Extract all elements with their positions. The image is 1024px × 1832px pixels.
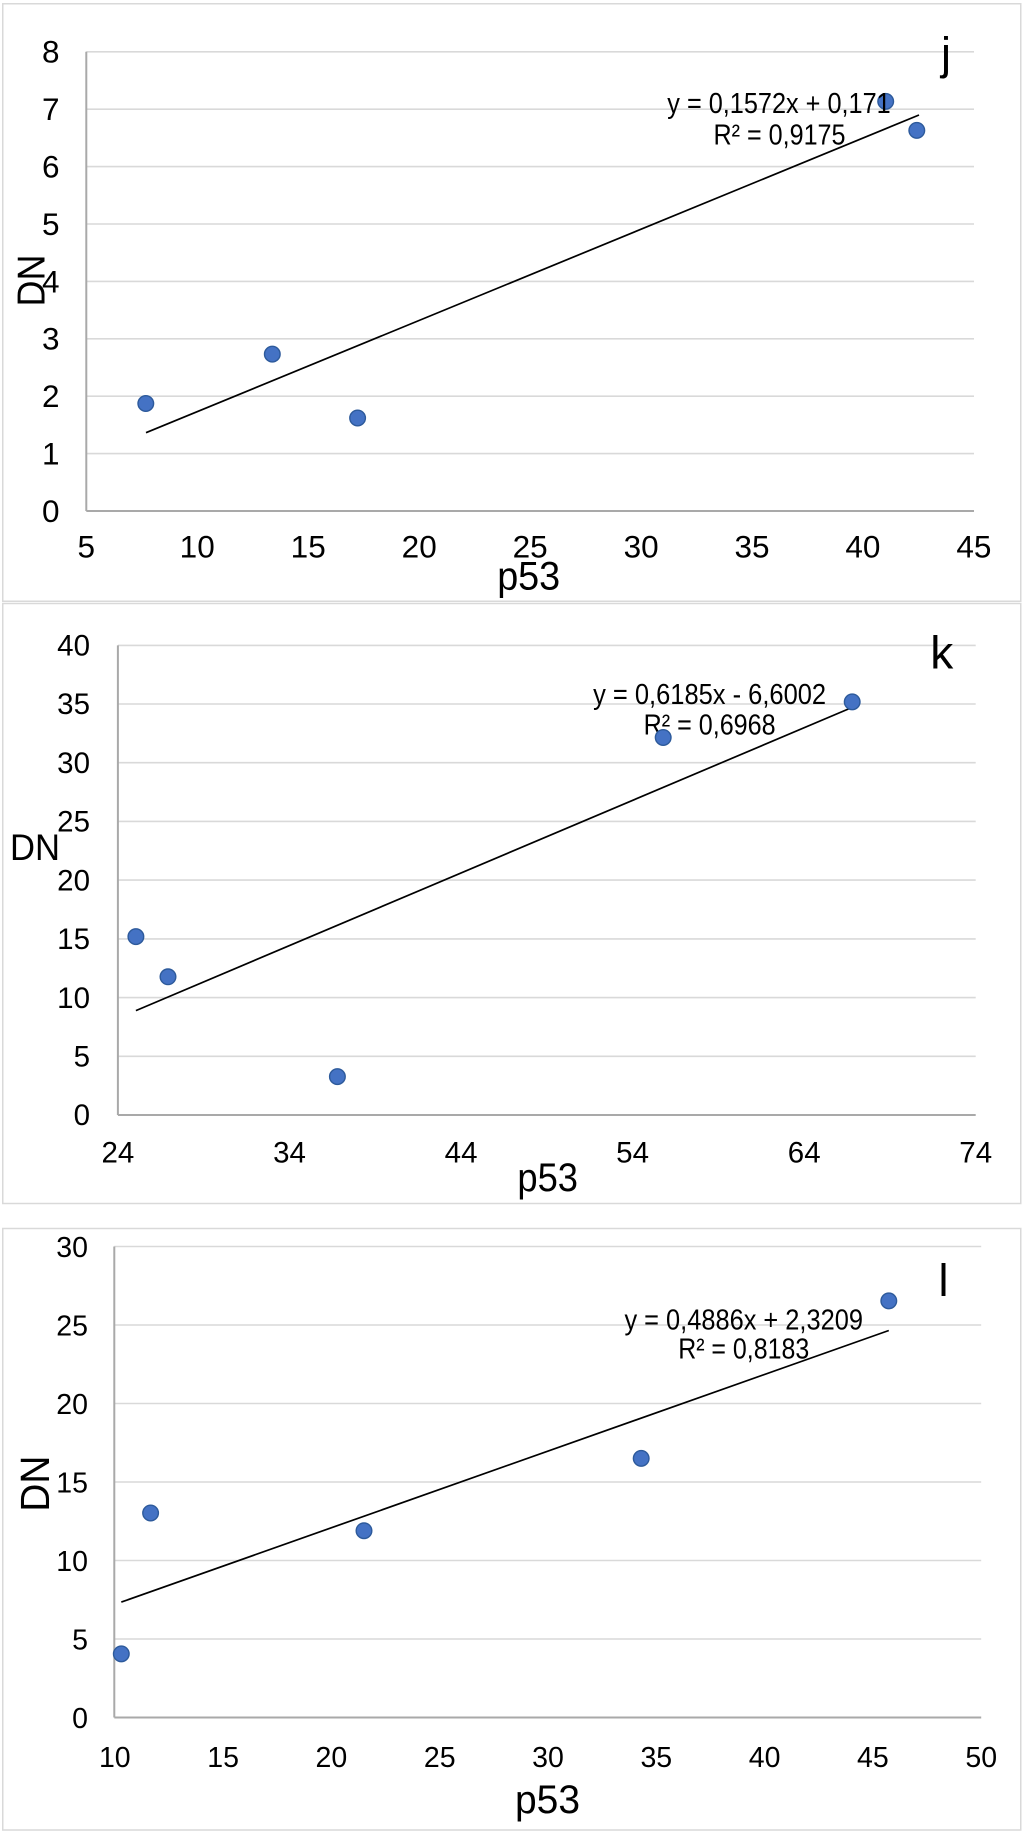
svg-text:20: 20 [316, 1742, 348, 1774]
svg-text:5: 5 [42, 206, 60, 242]
svg-text:y = 0,4886x + 2,3209: y = 0,4886x + 2,3209 [624, 1305, 863, 1337]
svg-text:54: 54 [616, 1137, 649, 1170]
svg-text:y = 0,1572x + 0,171: y = 0,1572x + 0,171 [667, 88, 890, 120]
svg-text:44: 44 [445, 1137, 478, 1170]
svg-text:p53: p53 [515, 1778, 580, 1822]
svg-text:8: 8 [42, 34, 60, 70]
svg-text:k: k [930, 626, 954, 678]
svg-text:15: 15 [207, 1742, 239, 1774]
svg-text:5: 5 [74, 1041, 90, 1074]
svg-text:30: 30 [532, 1742, 564, 1774]
svg-text:25: 25 [57, 806, 90, 839]
svg-text:10: 10 [99, 1742, 131, 1774]
svg-text:3: 3 [42, 321, 60, 357]
svg-text:10: 10 [180, 529, 215, 565]
svg-text:5: 5 [72, 1624, 88, 1656]
svg-text:30: 30 [57, 747, 90, 780]
svg-text:15: 15 [57, 923, 90, 956]
svg-text:50: 50 [965, 1742, 997, 1774]
svg-text:l: l [939, 1255, 949, 1306]
svg-text:25: 25 [424, 1742, 456, 1774]
svg-text:j: j [939, 28, 951, 79]
svg-text:10: 10 [56, 1546, 88, 1578]
svg-text:35: 35 [57, 688, 90, 721]
svg-text:45: 45 [857, 1742, 889, 1774]
svg-text:10: 10 [57, 982, 90, 1015]
svg-text:40: 40 [845, 529, 880, 565]
svg-text:24: 24 [101, 1137, 134, 1170]
svg-text:DN: DN [10, 255, 53, 307]
svg-text:64: 64 [788, 1137, 821, 1170]
svg-text:45: 45 [956, 529, 991, 565]
svg-text:6: 6 [42, 149, 60, 185]
svg-text:5: 5 [78, 529, 96, 565]
svg-text:25: 25 [56, 1310, 88, 1342]
svg-text:34: 34 [273, 1137, 306, 1170]
svg-text:y = 0,6185x - 6,6002: y = 0,6185x - 6,6002 [593, 679, 826, 711]
svg-text:p53: p53 [497, 555, 560, 599]
svg-text:20: 20 [56, 1389, 88, 1421]
svg-text:R² = 0,9175: R² = 0,9175 [714, 120, 846, 152]
svg-text:25: 25 [513, 529, 548, 565]
svg-text:35: 35 [640, 1742, 672, 1774]
svg-text:DN: DN [12, 1456, 58, 1512]
svg-text:7: 7 [42, 91, 60, 127]
svg-text:0: 0 [72, 1703, 88, 1735]
svg-text:20: 20 [402, 529, 437, 565]
svg-text:p53: p53 [517, 1156, 578, 1200]
svg-text:40: 40 [749, 1742, 781, 1774]
svg-text:74: 74 [959, 1137, 992, 1170]
svg-text:15: 15 [291, 529, 326, 565]
svg-text:0: 0 [74, 1099, 90, 1132]
svg-text:R² = 0,8183: R² = 0,8183 [678, 1334, 809, 1366]
svg-text:20: 20 [57, 864, 90, 897]
svg-text:35: 35 [734, 529, 769, 565]
svg-text:4: 4 [42, 263, 60, 299]
svg-text:DN: DN [10, 827, 60, 868]
svg-text:15: 15 [56, 1467, 88, 1499]
svg-text:30: 30 [624, 529, 659, 565]
svg-text:0: 0 [42, 493, 60, 529]
svg-text:2: 2 [42, 378, 60, 414]
svg-text:30: 30 [56, 1232, 88, 1264]
svg-text:1: 1 [42, 436, 60, 472]
svg-text:40: 40 [57, 630, 90, 663]
